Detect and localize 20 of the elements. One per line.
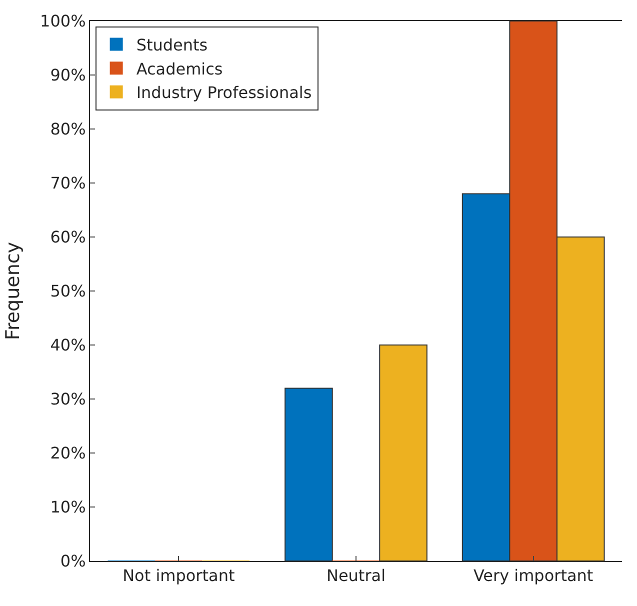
y-tick-label: 80% <box>50 120 86 139</box>
y-tick-label: 60% <box>50 228 86 247</box>
y-tick-label: 100% <box>40 12 86 31</box>
legend-label: Academics <box>136 59 223 78</box>
x-tick-label: Very important <box>473 566 594 586</box>
y-tick-label: 0% <box>60 552 86 571</box>
y-axis-title: Frequency <box>2 242 24 340</box>
y-tick-label: 10% <box>50 498 86 517</box>
y-tick-label: 30% <box>50 390 86 409</box>
bar <box>284 388 333 561</box>
y-tick-label: 20% <box>50 444 86 463</box>
x-tick-label: Not important <box>122 566 235 586</box>
bar <box>379 344 428 561</box>
legend-label: Industry Professionals <box>136 83 312 102</box>
y-tick-label: 50% <box>50 282 86 301</box>
y-tick-label: 40% <box>50 336 86 355</box>
legend-label: Students <box>136 36 208 55</box>
x-tick-label: Neutral <box>326 566 386 586</box>
y-tick-label: 70% <box>50 174 86 193</box>
y-tick-label: 90% <box>50 66 86 85</box>
